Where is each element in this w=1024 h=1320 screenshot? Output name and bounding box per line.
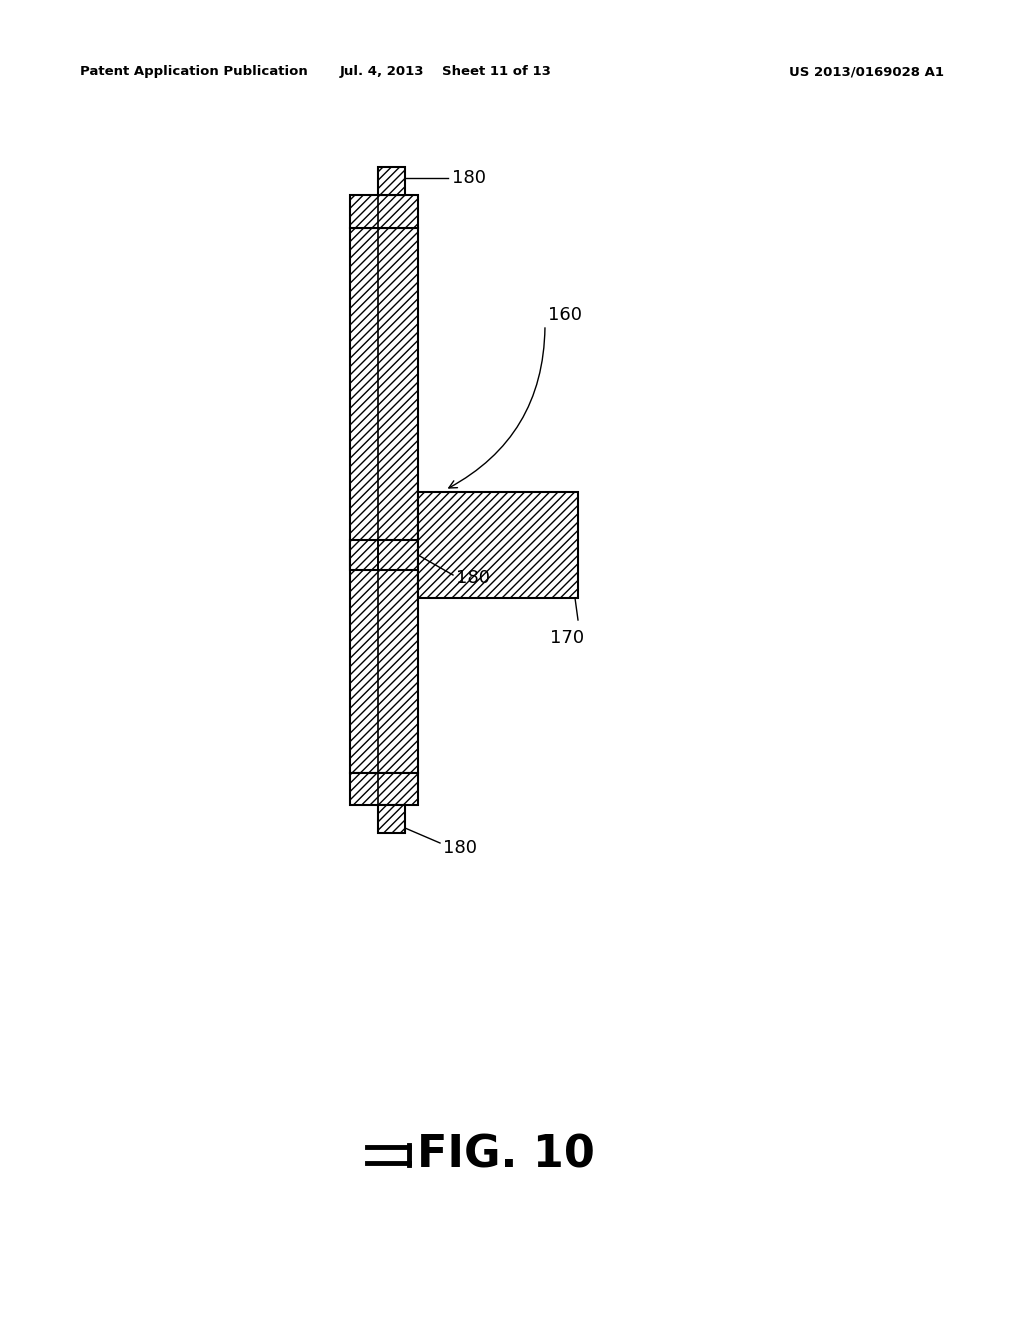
Text: Patent Application Publication: Patent Application Publication (80, 66, 308, 78)
Bar (350, 195, 418, 228)
Text: 160: 160 (548, 306, 582, 323)
Text: FIG. 10: FIG. 10 (417, 1134, 595, 1176)
Text: US 2013/0169028 A1: US 2013/0169028 A1 (790, 66, 944, 78)
Bar (418, 492, 578, 598)
Bar (350, 228, 418, 774)
Text: Jul. 4, 2013    Sheet 11 of 13: Jul. 4, 2013 Sheet 11 of 13 (340, 66, 551, 78)
Bar (378, 805, 406, 833)
Bar (350, 774, 418, 805)
Text: 180: 180 (443, 840, 477, 857)
Text: 170: 170 (550, 630, 584, 647)
Text: 180: 180 (452, 169, 486, 187)
Text: 180: 180 (456, 569, 490, 587)
Bar (378, 168, 406, 195)
Bar (350, 540, 418, 570)
